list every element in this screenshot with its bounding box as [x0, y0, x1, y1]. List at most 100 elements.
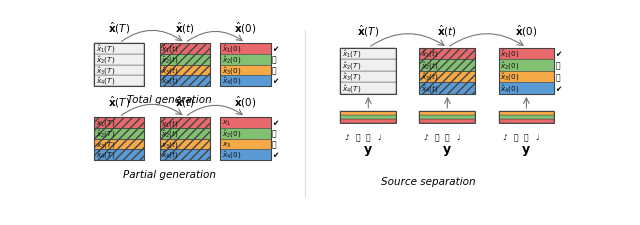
Bar: [94, 117, 145, 160]
Text: 🎸: 🎸: [556, 73, 560, 82]
Text: $\hat{x}_1(0)$: $\hat{x}_1(0)$: [222, 44, 241, 55]
Text: $\hat{x}_3(T)$: $\hat{x}_3(T)$: [342, 72, 362, 83]
Text: 🎙: 🎙: [513, 133, 518, 142]
Text: $\hat{\mathbf{x}}(t)$: $\hat{\mathbf{x}}(t)$: [175, 20, 195, 35]
Text: ♩: ♩: [378, 133, 381, 142]
Bar: [419, 115, 476, 119]
Bar: [220, 44, 271, 87]
Text: $\hat{\mathbf{x}}(0)$: $\hat{\mathbf{x}}(0)$: [234, 94, 257, 110]
Text: 🎙: 🎙: [556, 61, 560, 70]
Text: $\mathbf{y}$: $\mathbf{y}$: [364, 144, 373, 158]
Text: $\hat{x}_4(T)$: $\hat{x}_4(T)$: [342, 83, 362, 94]
Text: ♪: ♪: [502, 133, 507, 142]
Text: $\hat{\mathbf{x}}(t)$: $\hat{\mathbf{x}}(t)$: [437, 24, 458, 39]
Bar: [94, 117, 145, 128]
Bar: [499, 115, 554, 119]
Bar: [94, 76, 145, 87]
Bar: [340, 111, 396, 124]
Bar: [340, 119, 396, 124]
Text: Partial generation: Partial generation: [123, 169, 216, 179]
Text: $\hat{x}_3(t)$: $\hat{x}_3(t)$: [161, 65, 179, 76]
Text: $\hat{x}_3(0)$: $\hat{x}_3(0)$: [500, 72, 520, 83]
Text: $\hat{x}_4(T)$: $\hat{x}_4(T)$: [95, 149, 115, 161]
Bar: [340, 115, 396, 119]
Text: $\hat{x}_4(t)$: $\hat{x}_4(t)$: [421, 83, 439, 94]
Text: $\hat{x}_2(0)$: $\hat{x}_2(0)$: [222, 54, 241, 66]
Bar: [419, 111, 476, 115]
Bar: [160, 150, 210, 160]
Text: $\hat{x}_3(t)$: $\hat{x}_3(t)$: [421, 72, 439, 83]
Bar: [94, 150, 145, 160]
Text: $\hat{\mathbf{x}}(T)$: $\hat{\mathbf{x}}(T)$: [108, 94, 130, 110]
Text: ✔: ✔: [556, 84, 562, 93]
Bar: [499, 72, 554, 83]
Bar: [340, 111, 396, 115]
Bar: [340, 72, 396, 83]
Bar: [94, 44, 145, 55]
Bar: [220, 139, 271, 150]
Bar: [94, 128, 145, 139]
Text: $\mathbf{y}$: $\mathbf{y}$: [442, 144, 452, 158]
Bar: [94, 128, 145, 139]
Bar: [419, 60, 476, 72]
Text: $\hat{x}_2(T)$: $\hat{x}_2(T)$: [342, 60, 362, 71]
Bar: [340, 83, 396, 94]
Bar: [94, 65, 145, 76]
Text: Total generation: Total generation: [127, 94, 211, 104]
Text: $\hat{x}_4(t)$: $\hat{x}_4(t)$: [161, 149, 179, 161]
Text: $x_3(T)$: $x_3(T)$: [95, 139, 115, 149]
Bar: [220, 128, 271, 139]
Bar: [220, 55, 271, 65]
Bar: [340, 60, 396, 72]
Bar: [220, 117, 271, 160]
Text: ✔: ✔: [272, 77, 278, 86]
Bar: [340, 48, 396, 60]
Bar: [160, 128, 210, 139]
Text: 🎸: 🎸: [524, 133, 529, 142]
Text: $\hat{x}_1(T)$: $\hat{x}_1(T)$: [342, 49, 362, 60]
Bar: [340, 48, 396, 60]
Text: Source separation: Source separation: [381, 176, 476, 187]
Bar: [220, 150, 271, 160]
Bar: [499, 111, 554, 124]
Text: ✔: ✔: [272, 45, 278, 54]
Text: $\hat{x}_1(T)$: $\hat{x}_1(T)$: [95, 44, 115, 55]
Bar: [94, 55, 145, 65]
Text: $\hat{x}_2(t)$: $\hat{x}_2(t)$: [161, 128, 179, 139]
Text: $\hat{x}_4(0)$: $\hat{x}_4(0)$: [222, 76, 241, 87]
Bar: [160, 44, 210, 87]
Bar: [220, 44, 271, 55]
Text: $\hat{x}_2(T)$: $\hat{x}_2(T)$: [95, 128, 115, 139]
Text: $\hat{\mathbf{x}}(0)$: $\hat{\mathbf{x}}(0)$: [234, 20, 257, 35]
Text: $\mathbf{y}$: $\mathbf{y}$: [522, 144, 531, 158]
Bar: [419, 72, 476, 83]
Text: 🎙: 🎙: [355, 133, 360, 142]
Bar: [94, 44, 145, 87]
Bar: [419, 48, 476, 60]
Bar: [94, 65, 145, 76]
Text: 🎸: 🎸: [272, 140, 276, 149]
Text: $\hat{x}_2(0)$: $\hat{x}_2(0)$: [500, 60, 520, 71]
Text: $x_3$: $x_3$: [222, 140, 231, 149]
Bar: [94, 139, 145, 150]
Text: $\hat{x}_1(0)$: $\hat{x}_1(0)$: [500, 49, 520, 60]
Bar: [419, 72, 476, 83]
Bar: [160, 55, 210, 65]
Text: $x_1$: $x_1$: [222, 118, 231, 127]
Bar: [419, 111, 476, 124]
Bar: [160, 117, 210, 128]
Bar: [499, 119, 554, 124]
Text: 🎙: 🎙: [434, 133, 439, 142]
Text: ♪: ♪: [423, 133, 428, 142]
Bar: [160, 65, 210, 76]
Text: ♪: ♪: [344, 133, 349, 142]
Bar: [499, 48, 554, 60]
Text: 🎸: 🎸: [366, 133, 371, 142]
Text: $\hat{\mathbf{x}}(0)$: $\hat{\mathbf{x}}(0)$: [515, 24, 538, 39]
Bar: [160, 139, 210, 150]
Text: ✔: ✔: [556, 50, 562, 59]
Text: $\hat{x}_4(0)$: $\hat{x}_4(0)$: [500, 83, 520, 94]
Text: 🎙: 🎙: [272, 129, 276, 138]
Bar: [94, 150, 145, 160]
Bar: [160, 76, 210, 87]
